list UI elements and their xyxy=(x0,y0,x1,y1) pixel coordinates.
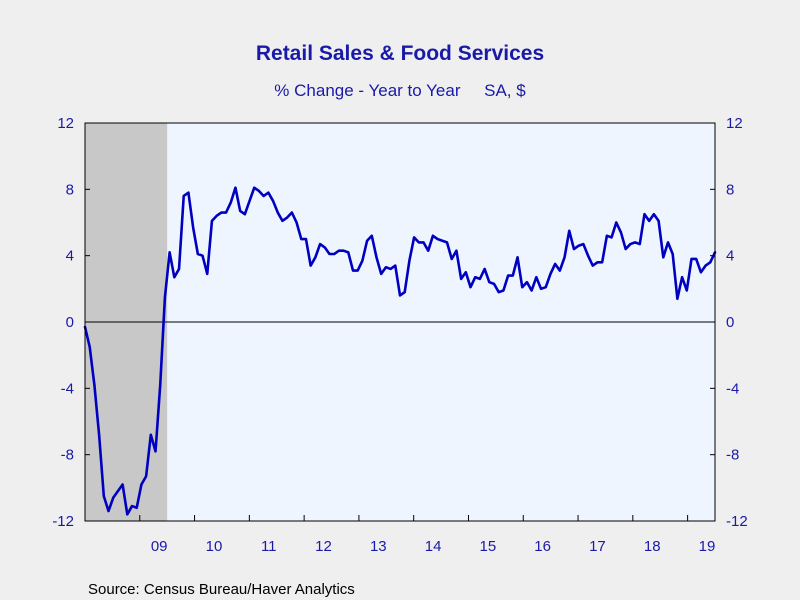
y-tick-label-right: -8 xyxy=(726,447,739,464)
x-tick-label: 14 xyxy=(425,538,442,555)
x-tick-label: 18 xyxy=(644,538,661,555)
plot-border xyxy=(84,122,716,522)
x-tick-label: 13 xyxy=(370,538,387,555)
x-tick-label: 15 xyxy=(480,538,497,555)
y-tick-label-left: -4 xyxy=(61,380,74,397)
chart-title: Retail Sales & Food Services xyxy=(256,42,544,65)
y-tick-label-right: -12 xyxy=(726,513,748,530)
y-tick-label-left: 0 xyxy=(66,314,74,331)
y-tick-label-left: 8 xyxy=(66,181,74,198)
y-axis-labels: 12 12 8 8 4 4 0 0 -4 -4 -8 -8 -12 -12 xyxy=(52,115,747,530)
source-note: Source: Census Bureau/Haver Analytics xyxy=(88,581,355,598)
y-tick-label-right: 12 xyxy=(726,115,743,132)
x-tick-label: 16 xyxy=(534,538,551,555)
x-tick-label: 12 xyxy=(315,538,332,555)
y-tick-label-left: 12 xyxy=(57,115,74,132)
chart-subtitle: % Change - Year to Year SA, $ xyxy=(274,81,526,100)
y-tick-label-right: -4 xyxy=(726,380,739,397)
y-tick-label-right: 4 xyxy=(726,248,734,265)
x-axis-labels: 09 10 11 12 13 14 15 16 17 18 19 xyxy=(151,538,716,555)
y-tick-label-left: -12 xyxy=(52,513,74,530)
x-tick-label: 10 xyxy=(206,538,223,555)
y-tick-label-left: -8 xyxy=(61,447,74,464)
series-line xyxy=(83,186,717,516)
x-tick-label: 19 xyxy=(699,538,716,555)
y-tick-label-right: 0 xyxy=(726,314,734,331)
x-tick-label: 09 xyxy=(151,538,168,555)
y-tick-label-left: 4 xyxy=(66,248,74,265)
series-layer xyxy=(83,186,717,516)
y-tick-label-right: 8 xyxy=(726,181,734,198)
x-tick-label: 11 xyxy=(261,538,277,555)
x-tick-label: 17 xyxy=(589,538,606,555)
